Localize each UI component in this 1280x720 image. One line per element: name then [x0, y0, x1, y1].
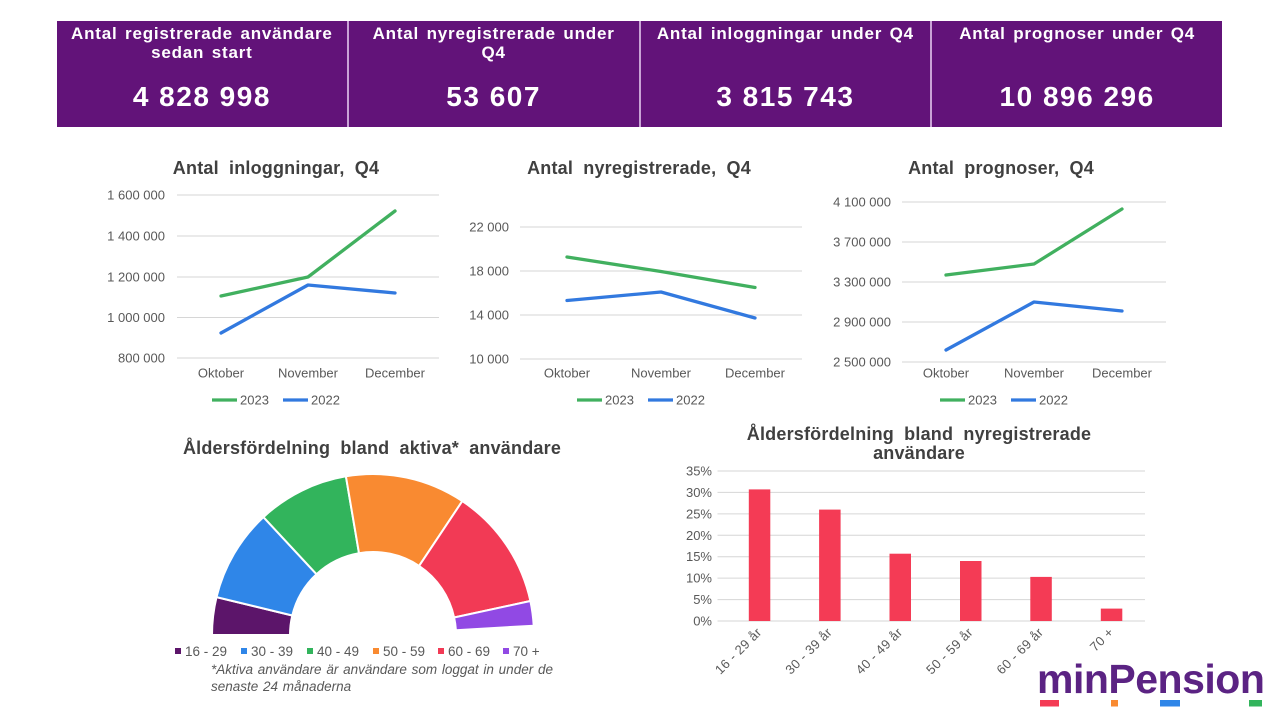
svg-text:December: December	[365, 366, 426, 381]
svg-text:Åldersfördelning bland nyregis: Åldersfördelning bland nyregistrerade	[747, 424, 1091, 444]
svg-text:3 300 000: 3 300 000	[833, 275, 891, 290]
svg-text:50 - 59: 50 - 59	[383, 644, 425, 659]
svg-text:1 600 000: 1 600 000	[107, 188, 165, 203]
svg-text:16 - 29: 16 - 29	[185, 644, 227, 659]
svg-text:2 500 000: 2 500 000	[833, 355, 891, 370]
svg-text:2023: 2023	[968, 393, 997, 408]
svg-text:senaste 24 månaderna: senaste 24 månaderna	[211, 679, 352, 694]
svg-text:4 100 000: 4 100 000	[833, 195, 891, 210]
svg-text:Antal inloggningar, Q4: Antal inloggningar, Q4	[173, 158, 379, 178]
svg-text:800 000: 800 000	[118, 351, 165, 366]
svg-text:18 000: 18 000	[469, 264, 509, 279]
svg-text:10 000: 10 000	[469, 352, 509, 367]
svg-text:2 900 000: 2 900 000	[833, 315, 891, 330]
svg-text:30 - 39: 30 - 39	[251, 644, 293, 659]
svg-text:November: November	[278, 366, 339, 381]
svg-text:16 - 29 år: 16 - 29 år	[712, 624, 765, 677]
svg-text:3 700 000: 3 700 000	[833, 235, 891, 250]
svg-text:70 +: 70 +	[1087, 625, 1117, 655]
svg-text:5%: 5%	[693, 592, 712, 607]
svg-text:Oktober: Oktober	[198, 366, 245, 381]
svg-text:1 200 000: 1 200 000	[107, 270, 165, 285]
svg-text:Antal nyregistrerade, Q4: Antal nyregistrerade, Q4	[527, 158, 751, 178]
svg-text:10%: 10%	[686, 571, 712, 586]
svg-text:November: November	[631, 366, 692, 381]
svg-text:2023: 2023	[605, 393, 634, 408]
svg-text:Åldersfördelning bland aktiva*: Åldersfördelning bland aktiva* användare	[183, 438, 561, 458]
svg-text:35%: 35%	[686, 464, 712, 479]
svg-text:minPension: minPension	[1037, 656, 1264, 702]
svg-text:Antal prognoser, Q4: Antal prognoser, Q4	[908, 158, 1094, 178]
svg-text:22 000: 22 000	[469, 220, 509, 235]
svg-text:2022: 2022	[311, 393, 340, 408]
svg-text:Oktober: Oktober	[923, 366, 970, 381]
svg-text:December: December	[725, 366, 786, 381]
svg-text:Oktober: Oktober	[544, 366, 591, 381]
svg-text:15%: 15%	[686, 549, 712, 564]
svg-text:30%: 30%	[686, 485, 712, 500]
svg-text:1 000 000: 1 000 000	[107, 310, 165, 325]
svg-text:November: November	[1004, 366, 1065, 381]
svg-text:1 400 000: 1 400 000	[107, 229, 165, 244]
svg-text:20%: 20%	[686, 528, 712, 543]
svg-text:2022: 2022	[676, 393, 705, 408]
svg-text:2022: 2022	[1039, 393, 1068, 408]
svg-text:30 - 39 år: 30 - 39 år	[782, 624, 835, 677]
svg-text:*Aktiva användare är användare: *Aktiva användare är användare som logga…	[211, 662, 553, 677]
svg-text:50 - 59 år: 50 - 59 år	[923, 624, 976, 677]
svg-text:40 - 49: 40 - 49	[317, 644, 359, 659]
svg-text:användare: användare	[873, 443, 965, 463]
svg-text:December: December	[1092, 366, 1153, 381]
svg-text:60 - 69: 60 - 69	[448, 644, 490, 659]
svg-text:2023: 2023	[240, 393, 269, 408]
svg-text:0%: 0%	[693, 614, 712, 629]
svg-text:70 +: 70 +	[513, 644, 540, 659]
svg-text:14 000: 14 000	[469, 308, 509, 323]
svg-text:25%: 25%	[686, 506, 712, 521]
svg-text:40 - 49 år: 40 - 49 år	[853, 624, 906, 677]
